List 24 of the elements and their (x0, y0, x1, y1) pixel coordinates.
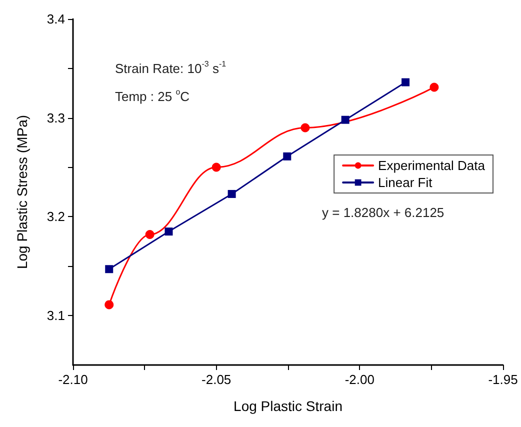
y-tick-label: 3.1 (46, 308, 65, 324)
x-axis-title: Log Plastic Strain (234, 398, 342, 414)
y-tick-label: 3.3 (46, 110, 65, 126)
point (228, 190, 236, 198)
point (145, 230, 154, 240)
y-axis-title: Log Plastic Stress (MPa) (14, 114, 30, 270)
x-tick-label: -2.10 (58, 372, 88, 387)
point (402, 78, 410, 86)
x-tick-label: -2.05 (202, 372, 232, 387)
legend-label: Linear Fit (378, 175, 433, 190)
point (105, 265, 114, 274)
x-tick-label: -1.95 (488, 372, 518, 387)
point (283, 152, 292, 160)
annotation: y = 1.8280x + 6.2125 (322, 205, 444, 220)
point (212, 162, 221, 172)
point (430, 82, 439, 92)
x-tick-label: -2.00 (344, 372, 374, 387)
point (164, 228, 173, 236)
legend-label: Experimental Data (378, 158, 486, 173)
y-tick-label: 3.2 (46, 209, 65, 224)
point (300, 123, 310, 132)
y-tick-label: 3.4 (46, 12, 65, 26)
point (104, 300, 114, 310)
point (341, 116, 350, 124)
